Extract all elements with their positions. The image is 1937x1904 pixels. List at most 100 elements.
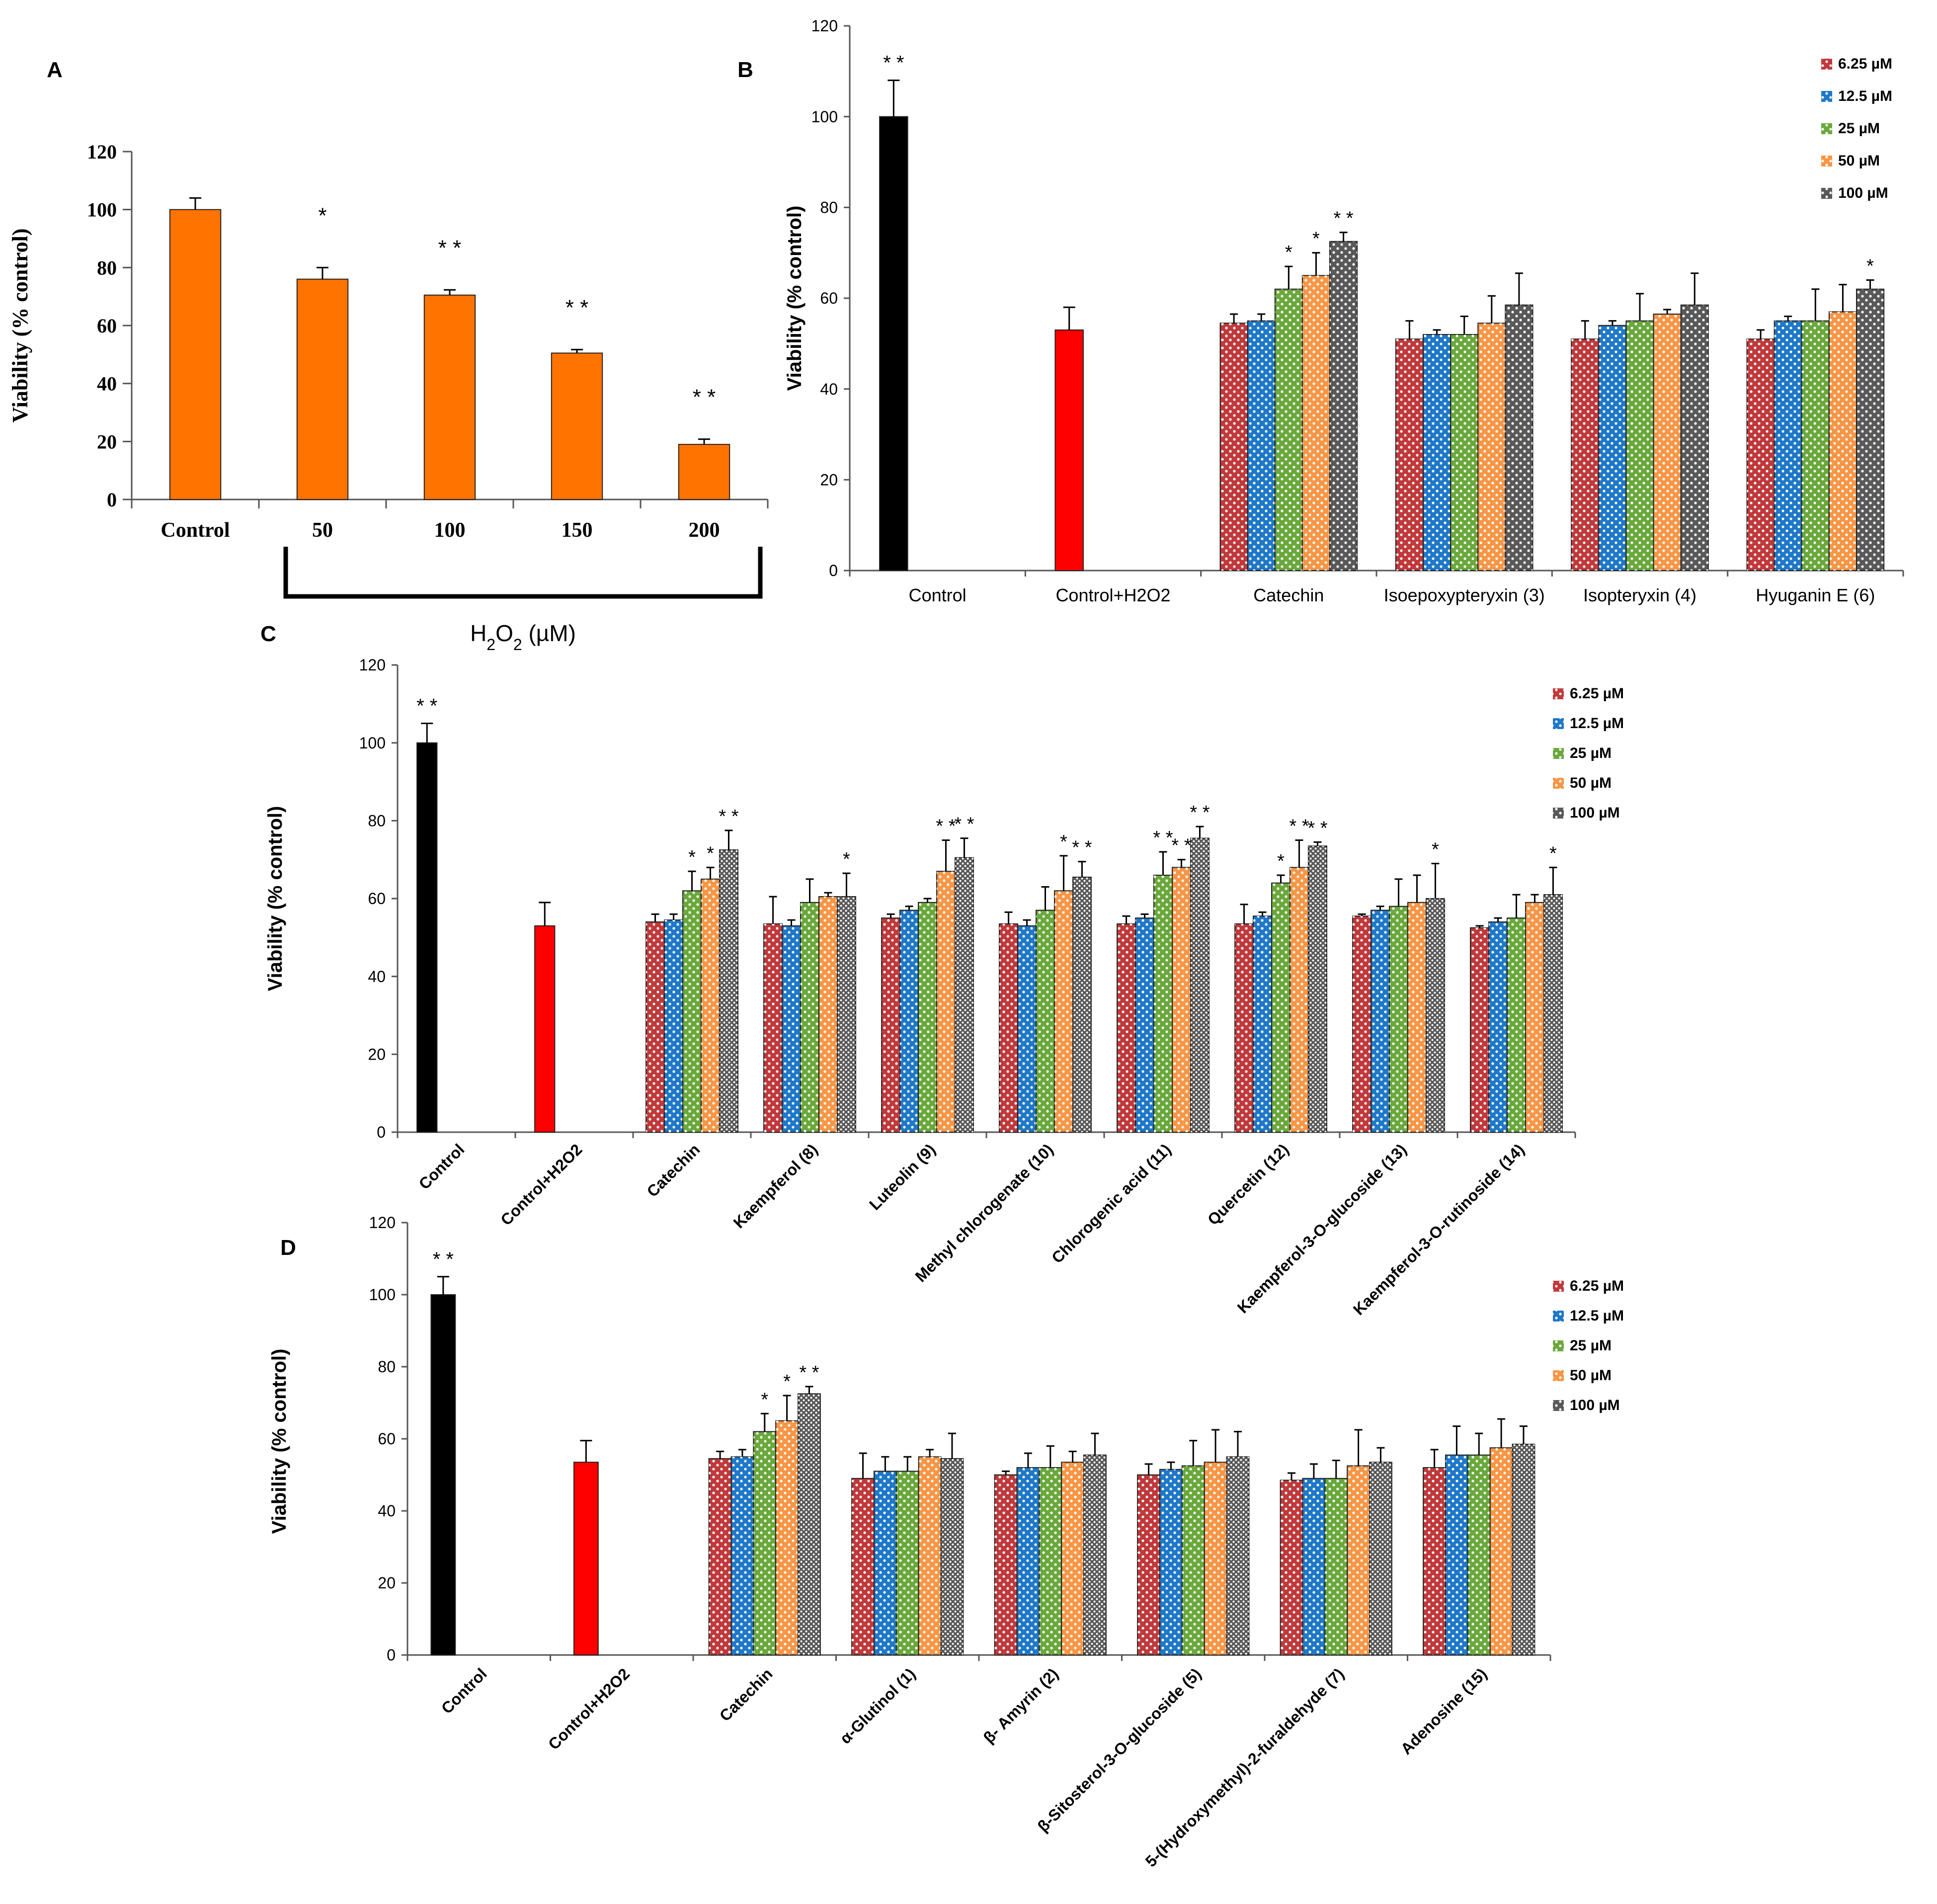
y-tick-label: 120: [359, 656, 386, 674]
bar-200: [678, 444, 730, 500]
significance-marker: *: [843, 849, 850, 870]
bar-catechin-100-m-dots: [1330, 241, 1358, 571]
y-tick-label: 0: [387, 1646, 396, 1664]
bar-100: [423, 294, 476, 500]
bar-kaempferol-3-o-glucoside-13-25-m-dots: [1389, 906, 1408, 1132]
bar-control: [430, 1294, 456, 1656]
significance-marker: *: [707, 843, 714, 864]
legend-swatch-dots: [1553, 718, 1564, 729]
chart-layer: 0 20 40 60 80 100 120 Viability (% control) A Con…: [8, 17, 1904, 1870]
legend: 6.25 µM 12.5 µM 25 µM 50 µM 100 µM: [1553, 685, 1624, 821]
significance-marker: * *: [799, 1362, 819, 1383]
x-tick-label: 100: [434, 519, 466, 542]
bar-sitosterol-3-o-glucoside-5-100-m-dots: [1226, 1457, 1249, 1655]
significance-marker: *: [318, 203, 326, 228]
bar-quercetin-12-100-m-dots: [1308, 846, 1327, 1132]
bar-methyl-chlorogenate-10-50-m-dots: [1054, 891, 1073, 1132]
bar-50: [296, 278, 349, 500]
bar-catechin-12-5-m-dots: [664, 920, 683, 1132]
y-axis-label: Viability (% control): [264, 806, 286, 992]
bar-isopteryxin-4-50-m-dots: [1653, 314, 1681, 571]
y-tick-label: 80: [97, 256, 117, 279]
x-axis-label: H2O2 (µM): [470, 620, 576, 654]
bar-glutinol-1-50-m-dots: [918, 1457, 941, 1655]
bar-5-hydroxymethyl-2-furaldehyde-7-12-5-m-dots: [1302, 1478, 1325, 1655]
bar-catechin-12-5-m-dots: [731, 1457, 754, 1655]
bar-kaempferol-3-o-rutinoside-14-50-m-dots: [1525, 902, 1544, 1132]
legend-swatch-dots: [1553, 778, 1564, 789]
legend-swatch-dots: [1821, 59, 1832, 70]
bar-catechin-100-m-dots: [798, 1394, 820, 1655]
bar-catechin-6-25-m-dots: [646, 922, 665, 1132]
bar-quercetin-12-6-25-m-dots: [1235, 923, 1254, 1132]
bar-kaempferol-3-o-rutinoside-14-12-5-m-dots: [1489, 922, 1508, 1132]
x-tick-label: Catechin: [716, 1664, 776, 1725]
legend-swatch-dots: [1553, 1340, 1564, 1351]
legend-label: 25 µM: [1570, 1337, 1612, 1354]
x-tick-label: Luteolin (9): [866, 1140, 939, 1213]
legend-swatch-dots: [1553, 748, 1564, 759]
x-tick-label: Control+H2O2: [545, 1664, 633, 1753]
x-tick-label: Control+H2O2: [497, 1140, 585, 1229]
y-axis-label: Viability (% control): [268, 1349, 290, 1534]
significance-marker: * *: [1307, 818, 1327, 838]
bar-methyl-chlorogenate-10-12-5-m-dots: [1018, 925, 1037, 1132]
bar-luteolin-9-12-5-m-dots: [900, 910, 919, 1132]
bar-kaempferol-3-o-rutinoside-14-25-m-dots: [1507, 918, 1526, 1132]
panel-label: D: [280, 1236, 296, 1260]
bar-control: [416, 742, 438, 1133]
legend-label: 6.25 µM: [1570, 685, 1624, 702]
bar-isoepoxypteryxin-3-6-25-m-dots: [1395, 339, 1423, 571]
y-tick-label: 60: [368, 890, 386, 908]
legend-item: 6.25 µM: [1553, 685, 1624, 702]
x-tick-label: 200: [689, 519, 720, 542]
legend-item: 50 µM: [1553, 1367, 1612, 1384]
bar-catechin-50-m-dots: [776, 1420, 799, 1655]
x-tick-label: Control: [438, 1664, 490, 1717]
legend-swatch-dots: [1553, 1281, 1564, 1292]
bar-quercetin-12-50-m-dots: [1290, 867, 1308, 1132]
chart-panel-d: 0 20 40 60 80 100 120 Viability (% control) D * *…: [268, 1214, 1624, 1870]
x-tick-label: Control+H2O2: [1055, 585, 1170, 605]
legend-label: 50 µM: [1570, 1367, 1612, 1384]
bar-hyuganin-e-6-6-25-m-dots: [1747, 339, 1775, 571]
significance-marker: * *: [1334, 208, 1354, 229]
legend-item: 25 µM: [1553, 745, 1612, 761]
legend-label: 50 µM: [1570, 775, 1612, 791]
legend-label: 6.25 µM: [1570, 1278, 1624, 1294]
significance-marker: * *: [565, 295, 588, 320]
y-tick-label: 100: [359, 734, 386, 752]
significance-marker: * *: [693, 385, 716, 410]
legend-label: 12.5 µM: [1570, 715, 1624, 732]
bar-control: [169, 209, 222, 500]
significance-marker: * *: [1072, 837, 1092, 858]
y-tick-label: 60: [820, 289, 838, 307]
legend-label: 12.5 µM: [1570, 1308, 1624, 1324]
bar-methyl-chlorogenate-10-6-25-m-dots: [999, 923, 1018, 1132]
y-axis-label: Viability (% control): [784, 206, 806, 391]
legend-swatch-dots: [1553, 1400, 1564, 1411]
bar-control-h2o2: [573, 1462, 599, 1656]
x-tick-label: Quercetin (12): [1204, 1140, 1292, 1229]
legend-label: 25 µM: [1838, 120, 1880, 137]
legend-item: 25 µM: [1821, 120, 1880, 137]
bar-control-h2o2: [534, 925, 556, 1133]
bar-catechin-6-25-m-dots: [1220, 323, 1248, 571]
panel-label: C: [260, 622, 276, 646]
bar-isoepoxypteryxin-3-25-m-dots: [1451, 334, 1478, 571]
bar-adenosine-15-12-5-m-dots: [1445, 1455, 1468, 1655]
chart-panel-a: 0 20 40 60 80 100 120 Viability (% control) A Con…: [8, 58, 769, 654]
legend-item: 6.25 µM: [1821, 56, 1892, 72]
legend-label: 25 µM: [1570, 745, 1612, 761]
bar-chlorogenic-acid-11-6-25-m-dots: [1117, 923, 1136, 1132]
x-tick-label: Control: [161, 519, 230, 542]
panel-label: A: [47, 58, 63, 82]
y-axis-label: Viability (% control): [8, 228, 32, 422]
x-tick-label: Adenosine (15): [1397, 1664, 1491, 1758]
h2o2-bracket: [283, 547, 763, 599]
y-tick-label: 60: [97, 315, 117, 337]
bar-quercetin-12-25-m-dots: [1272, 883, 1290, 1132]
x-tick-label: β- Amyrin (2): [980, 1664, 1062, 1746]
y-tick-label: 40: [378, 1502, 396, 1520]
significance-marker: *: [761, 1389, 768, 1410]
